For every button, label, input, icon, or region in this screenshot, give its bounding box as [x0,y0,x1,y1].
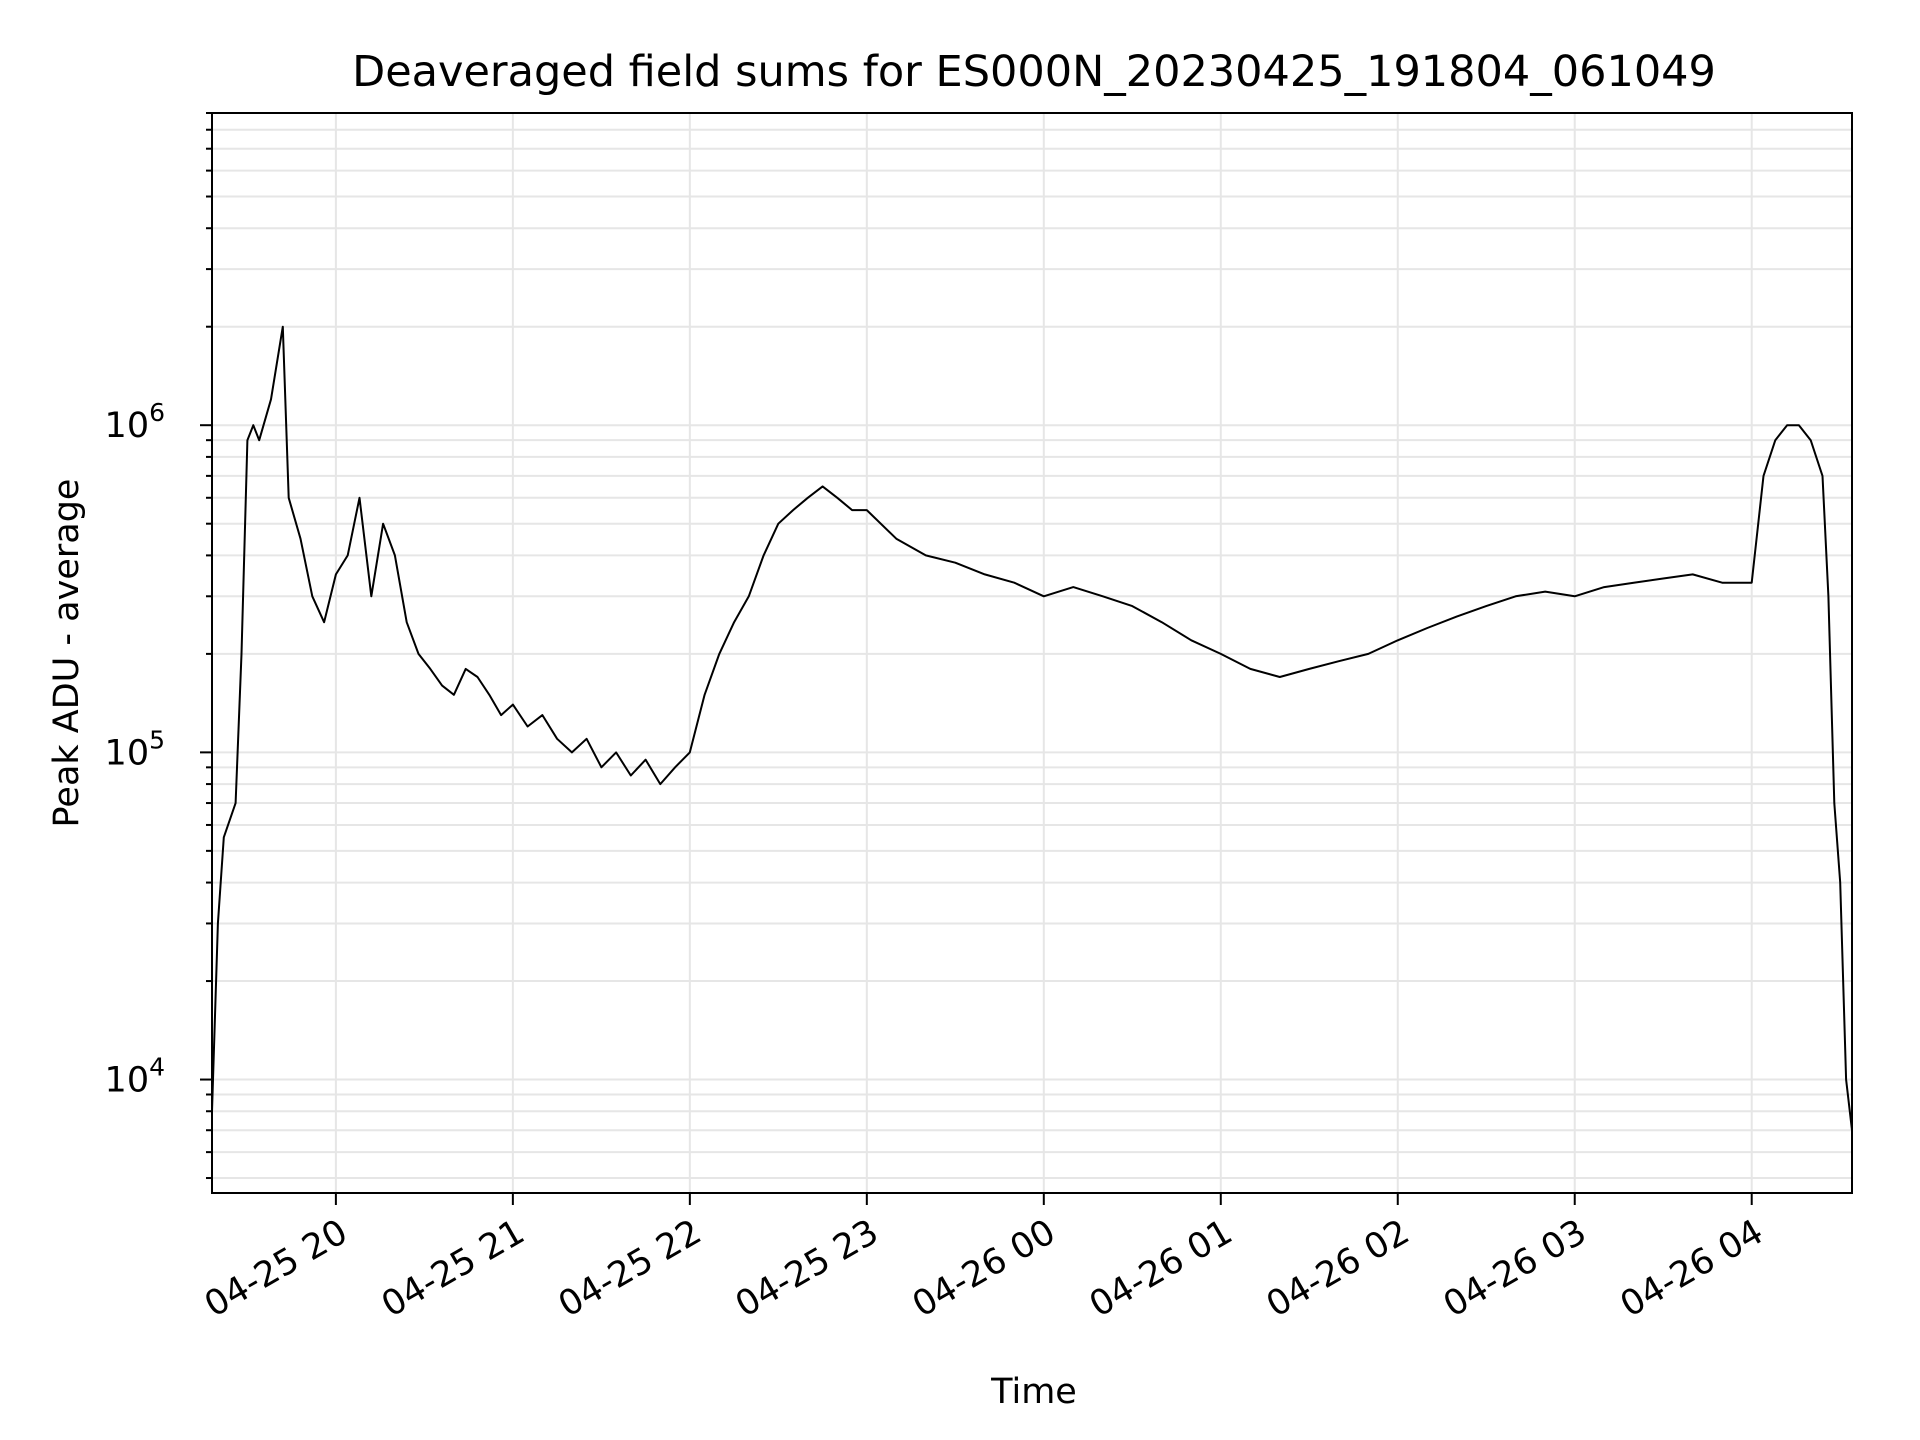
y-tick-exponent: 5 [149,725,165,754]
y-tick-base: 10 [105,733,150,773]
x-axis-title: Time [990,1372,1077,1412]
y-axis-title: Peak ADU - average [47,479,87,828]
y-tick-exponent: 4 [149,1053,165,1082]
y-tick-label: 106 [105,398,165,446]
chart-title: Deaveraged field sums for ES000N_2023042… [352,47,1716,97]
y-tick-base: 10 [105,406,150,446]
y-tick-base: 10 [105,1061,150,1101]
grid [212,112,1852,1193]
data-series [211,325,1853,1131]
y-tick-label: 105 [105,725,165,773]
y-tick-exponent: 6 [149,398,165,427]
y-tick-label: 104 [105,1053,165,1101]
series-line [211,325,1853,1131]
